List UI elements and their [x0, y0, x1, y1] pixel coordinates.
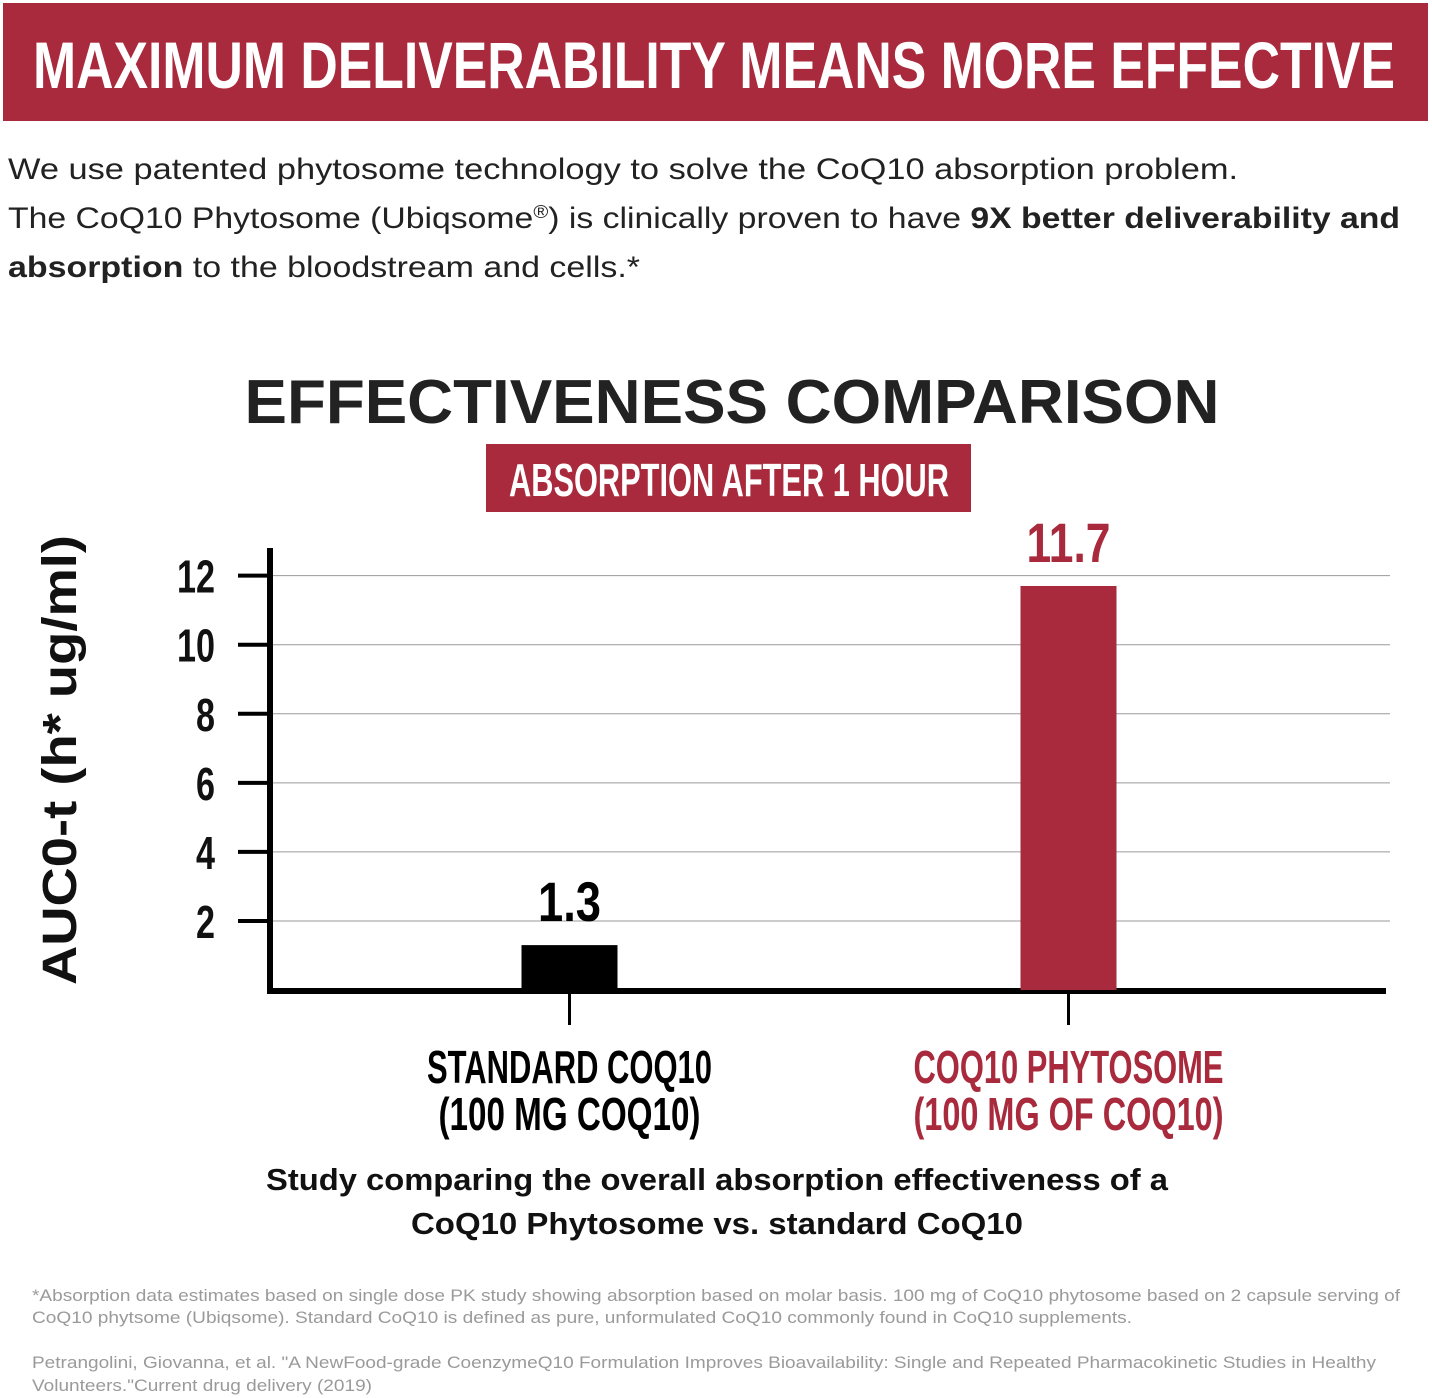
intro-line: The CoQ10 Phytosome (Ubiqsome ®) is clini… — [8, 202, 1400, 235]
header-band — [3, 3, 1428, 121]
chart-title: EFFECTIVENESS COMPARISON — [245, 368, 1220, 437]
caption-line: Study comparing the overall absorption e… — [266, 1162, 1169, 1197]
value-label: 1.3 — [538, 870, 601, 933]
x-tick-label: COQ10 PHYTOSOME — [914, 1041, 1224, 1093]
intro-text: to the bloodstream and cells.* — [183, 251, 640, 284]
footnote-line: Petrangolini, Giovanna, et al. "A NewFoo… — [32, 1353, 1377, 1372]
intro-text: ) is clinically proven to have — [548, 202, 970, 235]
x-tick-label: (100 MG OF COQ10) — [914, 1088, 1224, 1140]
chart-subtitle: ABSORPTION AFTER 1 HOUR — [509, 454, 949, 506]
intro-text: ® — [533, 202, 548, 222]
intro-emphasis: absorption — [8, 251, 183, 284]
intro-line: absorption to the bloodstream and cells.… — [8, 251, 640, 284]
y-tick-label: 8 — [196, 689, 215, 741]
y-axis-label: AUC0-t (h* ug/ml) — [34, 535, 87, 985]
footnote-line: Volunteers."Current drug delivery (2019) — [32, 1376, 372, 1395]
bar — [1020, 585, 1117, 990]
x-tick-label: STANDARD COQ10 — [427, 1041, 712, 1093]
intro-text: We use patented phytosome technology to … — [8, 153, 1238, 186]
y-tick-label: 10 — [177, 620, 215, 672]
y-tick-label: 4 — [196, 827, 215, 879]
footnote-line: CoQ10 phytsome (Ubiqsome). Standard CoQ1… — [32, 1308, 1132, 1327]
y-tick-label: 6 — [196, 758, 215, 810]
footnote-line: *Absorption data estimates based on sing… — [32, 1286, 1400, 1305]
y-tick-label: 12 — [177, 551, 215, 603]
intro-text: The CoQ10 Phytosome (Ubiqsome — [8, 202, 533, 235]
caption-line: CoQ10 Phytosome vs. standard CoQ10 — [411, 1206, 1023, 1241]
intro-line: We use patented phytosome technology to … — [8, 153, 1238, 186]
header-title: MAXIMUM DELIVERABILITY MEANS MORE EFFECT… — [33, 28, 1395, 102]
value-label: 11.7 — [1027, 511, 1111, 574]
subtitle-band — [486, 444, 971, 512]
y-tick-label: 2 — [196, 896, 215, 948]
intro-emphasis: 9X better deliverability and — [970, 202, 1400, 235]
x-tick-label: (100 MG COQ10) — [439, 1088, 701, 1140]
bar — [521, 945, 618, 990]
